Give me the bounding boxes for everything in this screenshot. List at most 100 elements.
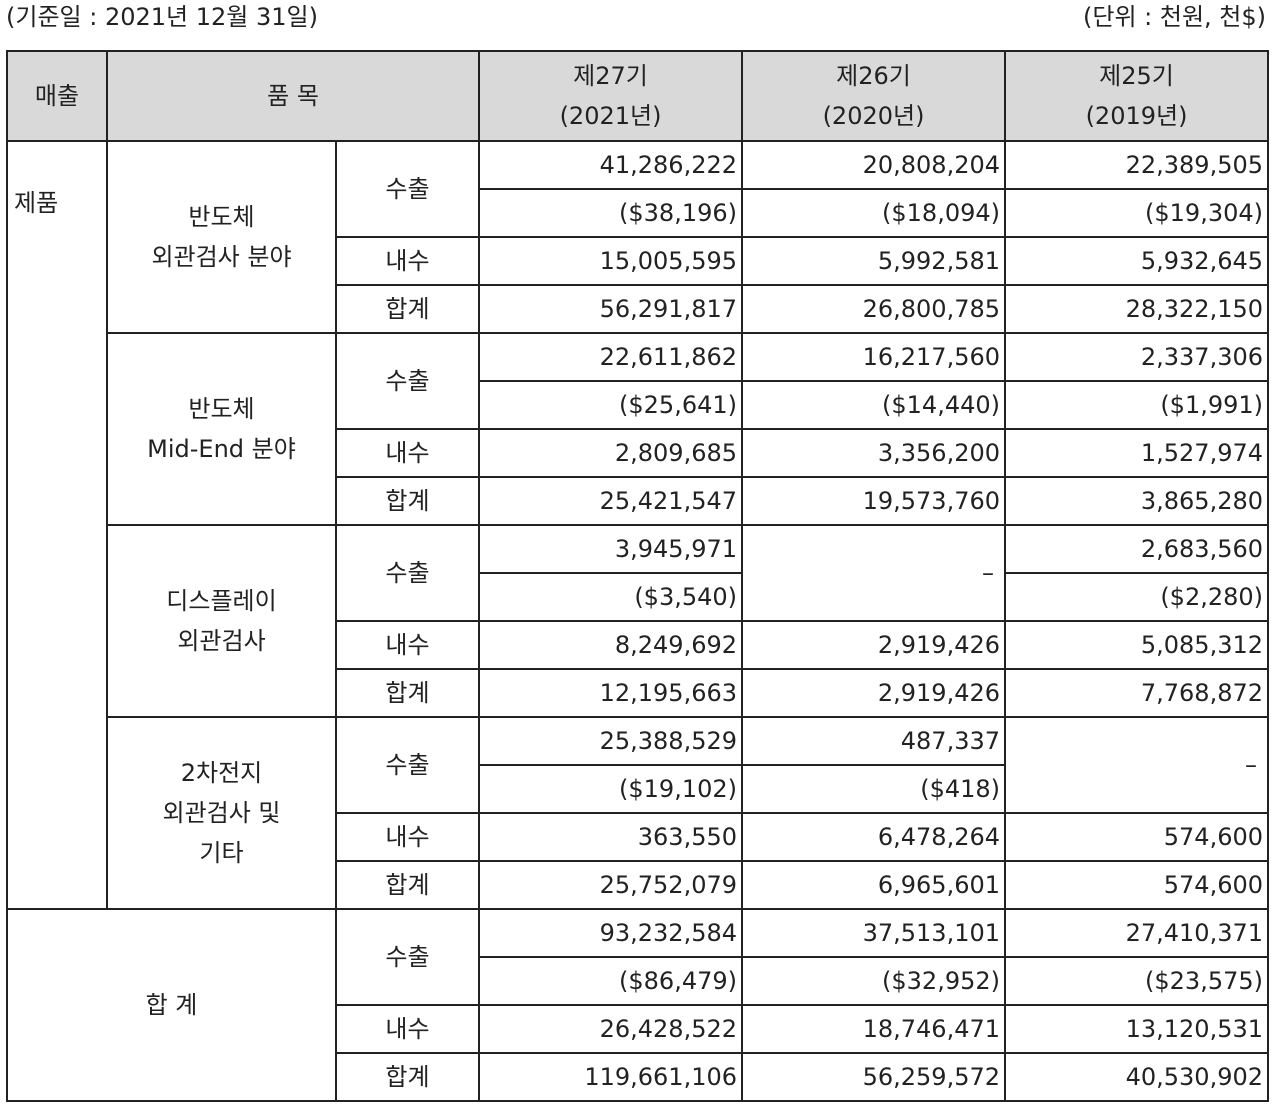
- header-period-25: 제25기 (2019년): [1004, 50, 1270, 142]
- total-value: 56,291,817: [478, 284, 744, 334]
- table-row: 내수 8,249,692 2,919,426 5,085,312: [7, 620, 1270, 670]
- row-label-domestic: 내수: [334, 1004, 481, 1054]
- product-name-line: 외관검사 및: [162, 799, 281, 827]
- product-name-line: Mid-End 분야: [147, 435, 296, 463]
- table-row: 합계 56,291,817 26,800,785 28,322,150: [7, 284, 1270, 334]
- export-value: 487,337: [741, 716, 1007, 766]
- base-date: (기준일 : 2021년 12월 31일): [6, 3, 318, 31]
- table-row: 2차전지 외관검사 및 기타 수출 25,388,529 487,337 –: [7, 716, 1270, 910]
- table-row: ($3,540) ($2,280): [7, 572, 1270, 622]
- sales-table: 매출 품 목 제27기 (2021년) 제26기 (2020년) 제25기 (2…: [6, 50, 1270, 1102]
- total-value: 19,573,760: [741, 476, 1007, 526]
- row-label-export: 수출: [334, 524, 481, 622]
- domestic-value: 2,809,685: [478, 428, 744, 478]
- table-row: ($38,196) ($18,094) ($19,304): [7, 188, 1270, 238]
- domestic-value: 574,600: [1004, 812, 1270, 862]
- total-value: 25,752,079: [478, 860, 744, 910]
- export-usd-value: ($38,196): [478, 188, 744, 238]
- table-row: 내수 2,809,685 3,356,200 1,527,974: [7, 428, 1270, 478]
- header-period-26-name: 제26기: [836, 62, 911, 90]
- unit-note: (단위 : 천원, 천$): [1083, 3, 1266, 31]
- product-name-line: 반도체: [188, 203, 255, 231]
- total-value: 7,768,872: [1004, 668, 1270, 718]
- product-name-line: 디스플레이: [166, 587, 277, 615]
- row-label-export: 수출: [334, 908, 481, 1006]
- product-name: 반도체 외관검사 분야: [106, 140, 337, 334]
- export-usd-value: ($19,304): [1004, 188, 1270, 238]
- total-value: 25,421,547: [478, 476, 744, 526]
- total-value: 574,600: [1004, 860, 1270, 910]
- export-usd-value: ($19,102): [478, 764, 744, 814]
- product-name: 2차전지 외관검사 및 기타: [106, 716, 337, 910]
- row-label-total: 합계: [334, 860, 481, 910]
- row-label-domestic: 내수: [334, 428, 481, 478]
- grand-total-domestic: 18,746,471: [741, 1004, 1007, 1054]
- domestic-value: 5,992,581: [741, 236, 1007, 286]
- header-period-25-year: (2019년): [1085, 102, 1188, 130]
- domestic-value: 15,005,595: [478, 236, 744, 286]
- export-value: 2,683,560: [1004, 524, 1270, 574]
- export-value: 16,217,560: [741, 332, 1007, 382]
- grand-total-export-usd: ($86,479): [478, 956, 744, 1006]
- export-value: 22,389,505: [1004, 140, 1270, 190]
- domestic-value: 5,085,312: [1004, 620, 1270, 670]
- export-value: 2,337,306: [1004, 332, 1270, 382]
- total-value: 6,965,601: [741, 860, 1007, 910]
- grand-total-domestic: 26,428,522: [478, 1004, 744, 1054]
- total-value: 26,800,785: [741, 284, 1007, 334]
- product-name-line: 2차전지: [180, 759, 263, 787]
- table-row: ($25,641) ($14,440) ($1,991): [7, 380, 1270, 430]
- grand-total-row: 합계 119,661,106 56,259,572 40,530,902: [7, 1052, 1270, 1102]
- export-value-merged: –: [741, 524, 1007, 622]
- table-row: ($19,102) ($418): [7, 764, 1268, 814]
- product-name-line: 기타: [199, 839, 244, 867]
- grand-total-export: 93,232,584: [478, 908, 744, 958]
- grand-total-row: ($86,479) ($32,952) ($23,575): [7, 956, 1270, 1006]
- export-value: 3,945,971: [478, 524, 744, 574]
- export-value: 25,388,529: [478, 716, 744, 766]
- table-row: 내수 363,550 6,478,264 574,600: [7, 812, 1270, 862]
- export-usd-value: ($2,280): [1004, 572, 1270, 622]
- row-label-total: 합계: [334, 284, 481, 334]
- total-value: 28,322,150: [1004, 284, 1270, 334]
- total-value: 3,865,280: [1004, 476, 1270, 526]
- total-value: 12,195,663: [478, 668, 744, 718]
- header-period-26: 제26기 (2020년): [741, 50, 1007, 142]
- table-row: 내수 15,005,595 5,992,581 5,932,645: [7, 236, 1270, 286]
- product-name-line: 반도체: [188, 395, 255, 423]
- row-label-total: 합계: [334, 668, 481, 718]
- row-label-total: 합계: [334, 476, 481, 526]
- table-row: 합계 25,752,079 6,965,601 574,600: [7, 860, 1270, 910]
- header-item: 품 목: [105, 50, 481, 142]
- grand-total-row: 합 계 수출 93,232,584 37,513,101 27,410,371: [6, 908, 1270, 1102]
- row-label-domestic: 내수: [334, 236, 481, 286]
- export-value-merged: –: [1004, 716, 1270, 814]
- row-label-export: 수출: [334, 140, 481, 238]
- domestic-value: 1,527,974: [1004, 428, 1270, 478]
- row-label-export: 수출: [334, 332, 481, 430]
- domestic-value: 363,550: [478, 812, 744, 862]
- domestic-value: 2,919,426: [741, 620, 1007, 670]
- grand-total-export-usd: ($23,575): [1004, 956, 1270, 1006]
- grand-total-total: 40,530,902: [1004, 1052, 1270, 1102]
- header-period-27-year: (2021년): [559, 102, 662, 130]
- grand-total-export-usd: ($32,952): [741, 956, 1007, 1006]
- grand-total-total: 56,259,572: [741, 1052, 1007, 1102]
- export-value: 20,808,204: [741, 140, 1007, 190]
- total-value: 2,919,426: [741, 668, 1007, 718]
- row-label-domestic: 내수: [334, 812, 481, 862]
- export-usd-value: ($1,991): [1004, 380, 1270, 430]
- grand-total-total: 119,661,106: [478, 1052, 744, 1102]
- domestic-value: 6,478,264: [741, 812, 1007, 862]
- product-name: 디스플레이 외관검사: [106, 524, 337, 718]
- export-value: 41,286,222: [478, 140, 744, 190]
- product-name-line: 외관검사 분야: [151, 243, 292, 271]
- product-name: 반도체 Mid-End 분야: [106, 332, 337, 526]
- header-period-27: 제27기 (2021년): [478, 50, 744, 142]
- header-row: 매출 품 목 제27기 (2021년) 제26기 (2020년) 제25기 (2…: [6, 50, 1270, 142]
- row-label-domestic: 내수: [334, 620, 481, 670]
- grand-total-label: 합 계: [6, 908, 337, 1102]
- export-usd-value: ($14,440): [741, 380, 1007, 430]
- domestic-value: 5,932,645: [1004, 236, 1270, 286]
- header-sales: 매출: [6, 50, 108, 142]
